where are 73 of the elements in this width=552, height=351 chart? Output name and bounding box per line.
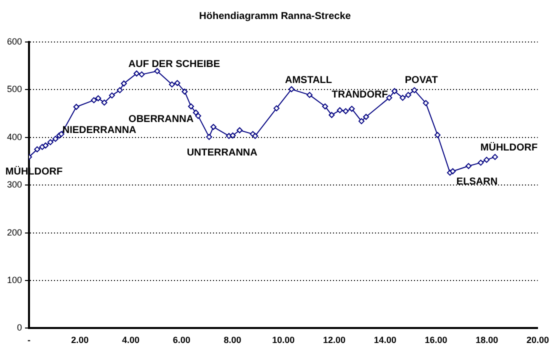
y-tick-label: 100 [6,274,22,285]
point [450,168,456,174]
point [392,88,398,94]
point [342,108,349,114]
point [34,146,40,152]
y-tick-label: 200 [6,227,22,238]
point [108,92,115,98]
point [348,106,355,112]
point [206,134,212,140]
x-tick-label: 14.00 [374,335,396,346]
point [73,104,80,110]
x-tick-label: 6.00 [172,335,190,346]
x-tick-label: 18.00 [476,335,498,346]
point [400,94,406,101]
point [322,103,328,110]
annotation: TRANDORF [332,90,388,101]
point [195,112,202,119]
y-tick-label: 0 [17,322,22,333]
point [252,132,258,139]
point [101,100,108,106]
point [336,107,343,114]
point [422,100,429,106]
point [358,118,364,124]
x-tick-label: 16.00 [424,335,448,346]
point [230,132,236,138]
point [138,71,145,78]
point [120,80,127,86]
x-tick-label: 10.00 [272,335,295,346]
point [434,132,441,138]
point [405,92,412,98]
annotation: OBERRANNA [128,114,194,126]
y-tick-label: 300 [6,180,22,190]
annotation: NIEDERRANNA [62,124,136,136]
y-tick-label: 400 [6,132,22,142]
point [288,86,295,92]
x-tick-label: 12.00 [322,335,346,346]
point [363,114,370,120]
annotation: UNTERRANNA [186,148,258,159]
annotation: AUF DER SCHEIBE [128,58,220,70]
point [236,127,243,134]
x-tick-label: 20.00 [526,335,550,346]
y-tick-label: 600 [6,36,22,46]
annotation: MÜHLDORF [480,142,538,154]
point [168,81,175,88]
point [116,87,123,94]
point [42,142,49,149]
point [328,112,335,118]
annotation: POVAT [404,74,438,86]
point [478,160,484,166]
point [274,105,280,112]
x-tick-label: 2.00 [71,335,89,346]
point [52,136,58,142]
x-tick-label: 4.00 [122,335,140,346]
annotation: ELSARN [456,176,498,188]
point [95,95,102,102]
point [47,139,54,146]
point [154,68,160,74]
chart-title: Höhendiagramm Ranna-Strecke [199,10,352,22]
point [210,124,216,130]
point [484,156,490,163]
point [182,88,188,95]
x-tick-label: 8.00 [224,335,242,346]
point [134,70,140,76]
y-tick-label: 500 [6,84,22,94]
x-tick-label: - [28,335,31,346]
point [306,92,313,98]
point [411,87,418,94]
point [492,154,498,160]
annotation: AMSTALL [285,74,332,86]
point [188,103,194,110]
point [466,163,472,170]
point [174,80,180,86]
point [90,97,97,104]
